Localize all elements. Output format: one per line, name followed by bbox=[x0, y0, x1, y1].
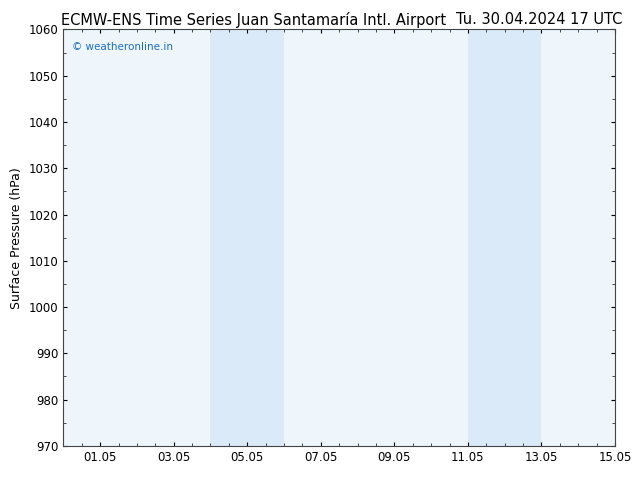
Bar bbox=[468, 29, 505, 446]
Bar bbox=[247, 29, 284, 446]
Y-axis label: Surface Pressure (hPa): Surface Pressure (hPa) bbox=[10, 167, 23, 309]
Text: Tu. 30.04.2024 17 UTC: Tu. 30.04.2024 17 UTC bbox=[456, 12, 622, 27]
Bar bbox=[210, 29, 247, 446]
Bar bbox=[505, 29, 541, 446]
Text: © weatheronline.in: © weatheronline.in bbox=[72, 42, 172, 52]
Text: ECMW-ENS Time Series Juan Santamaría Intl. Airport: ECMW-ENS Time Series Juan Santamaría Int… bbox=[61, 12, 446, 28]
